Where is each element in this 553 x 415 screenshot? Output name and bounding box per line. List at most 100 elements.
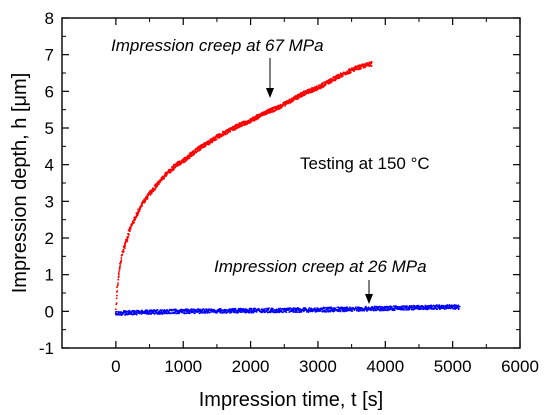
x-tick-label: 4000 [366,357,404,376]
data-point [116,286,118,289]
data-point [289,307,291,309]
data-point [457,307,460,310]
data-point [393,307,396,310]
data-point [117,272,120,275]
x-axis-title: Impression time, t [s] [199,389,384,411]
data-point [342,75,344,77]
data-point [154,188,157,191]
data-point [384,309,387,311]
data-point [330,306,333,309]
data-point [235,311,237,314]
data-point [363,63,366,66]
data-point [188,156,191,159]
data-point [324,83,327,85]
data-point [218,132,221,135]
data-point [118,265,121,268]
data-point [197,308,200,310]
data-point [268,307,270,310]
data-point [121,253,124,256]
data-point [408,308,411,311]
data-point [457,305,459,308]
data-point [168,308,171,311]
data-point [201,309,203,312]
data-point [163,308,166,311]
data-point [216,310,219,313]
data-point [196,150,199,153]
data-point [350,310,353,312]
data-point [116,294,118,297]
arrow-67mpa [266,58,274,98]
data-point [129,227,132,230]
data-point [325,310,328,313]
data-point [433,308,436,310]
data-point [366,310,368,312]
data-point [359,67,362,70]
data-point [127,233,130,236]
data-point [436,308,439,311]
x-tick-label: 3000 [299,357,337,376]
data-point [431,305,434,308]
y-tick-label: 6 [45,82,54,101]
data-point [117,284,119,286]
data-point [319,310,322,312]
data-point [175,312,178,315]
data-point [115,297,118,300]
data-point [135,313,138,316]
data-point [127,236,130,239]
data-point [326,306,328,309]
data-point [169,170,172,173]
data-point [118,269,121,272]
data-point [348,68,351,70]
data-point [267,308,270,311]
data-point [126,239,129,242]
data-point [118,271,120,273]
data-point [124,244,126,247]
data-point [411,306,413,308]
data-point [146,196,149,199]
data-point [327,310,330,313]
data-point [143,201,146,204]
data-point [290,307,293,310]
y-tick-label: 5 [45,119,54,138]
data-point [180,308,183,311]
data-point [116,290,119,292]
data-point [321,81,324,84]
data-point [445,307,448,310]
data-point [367,306,370,309]
series-1 [114,304,461,316]
data-point [204,145,207,147]
data-point [327,308,330,310]
data-point [315,85,318,87]
data-point [186,308,188,311]
tick-layer: 0 1000 2000 3000 4000 5000 6000 -1 0 1 2 3 4 5 6 7 8 [39,9,539,376]
data-point [235,126,238,129]
data-point [211,141,214,143]
data-point [205,308,208,311]
data-point [169,312,172,315]
data-point [208,311,211,314]
data-point [372,309,375,312]
data-point [120,257,123,259]
y-tick-label: 1 [45,266,54,285]
data-point [151,191,153,194]
data-point [254,307,257,310]
data-point [174,310,177,313]
annotation-67mpa: Impression creep at 67 MPa [111,36,324,55]
data-point [313,308,316,311]
x-tick-label: 1000 [164,357,202,376]
data-point [234,308,237,310]
data-point [133,221,136,224]
data-point [285,311,288,314]
data-point [417,304,420,307]
data-point [183,310,186,312]
y-tick-label: 2 [45,229,54,248]
y-axis-title: Impression depth, h [μm] [9,73,31,294]
y-tick-label: 8 [45,9,54,28]
data-point [436,304,439,307]
data-point [141,204,143,207]
data-point [420,307,423,310]
data-point [117,278,120,281]
data-point [219,311,222,314]
data-point [248,311,251,314]
data-point [117,276,120,279]
